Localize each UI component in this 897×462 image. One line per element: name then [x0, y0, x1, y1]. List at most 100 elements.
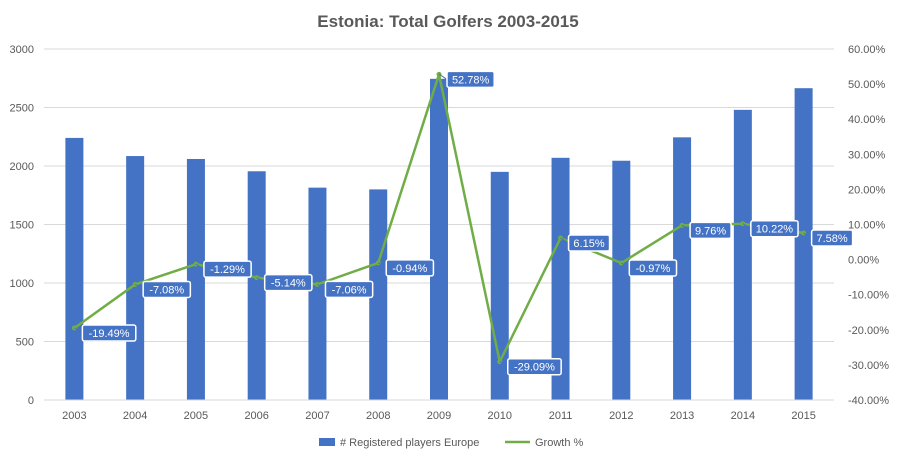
x-tick-label: 2004 [123, 410, 147, 422]
x-tick-label: 2007 [305, 410, 329, 422]
left-tick-label: 2500 [10, 103, 34, 115]
bar [65, 137, 84, 401]
label-box [567, 234, 611, 252]
label-text: 52.78% [452, 74, 490, 86]
x-tick-label: 2015 [791, 410, 815, 422]
label-leader [742, 223, 752, 230]
x-tick-label: 2003 [62, 410, 86, 422]
label-box [750, 219, 799, 238]
growth-data-labels: -19.49% -7.08% -1.29% -5.14% -7.06% -0.94% 52.… [74, 70, 854, 376]
label-text: 9.76% [695, 225, 726, 237]
right-tick-label: 20.00% [848, 184, 886, 196]
x-tick-label: 2011 [549, 410, 573, 422]
label-leader [256, 277, 265, 284]
right-tick-label: -40.00% [848, 395, 889, 407]
bar [308, 187, 327, 400]
growth-data-label: 52.78% [438, 70, 495, 89]
x-tick-label: 2008 [366, 410, 390, 422]
x-tick-label: 2006 [244, 410, 268, 422]
label-box [324, 280, 374, 299]
label-text: 10.22% [756, 224, 794, 236]
x-tick-label: 2009 [427, 410, 451, 422]
label-leader [134, 284, 144, 290]
bar [612, 160, 631, 400]
right-tick-label: 0.00% [848, 255, 879, 267]
right-tick-label: 60.00% [848, 44, 886, 56]
right-tick-label: -10.00% [848, 290, 889, 302]
bar [551, 157, 570, 400]
growth-data-label: -19.49% [74, 324, 137, 342]
bar [186, 158, 205, 400]
growth-data-label: 7.58% [803, 229, 854, 247]
right-tick-label: -20.00% [848, 325, 889, 337]
bar [794, 88, 813, 400]
label-leader [74, 327, 83, 334]
label-text: 7.58% [817, 233, 848, 245]
bar [733, 109, 752, 400]
x-tick-label: 2013 [670, 410, 694, 422]
label-box [446, 70, 495, 89]
label-leader [195, 263, 205, 270]
label-text: -19.49% [89, 328, 130, 340]
label-box [203, 260, 252, 278]
label-leader [377, 262, 387, 269]
right-tick-label: -30.00% [848, 360, 889, 372]
label-leader [499, 361, 509, 368]
label-text: -5.14% [271, 278, 306, 290]
growth-data-label: -0.94% [377, 259, 435, 277]
label-text: -0.97% [635, 263, 670, 275]
x-tick-label: 2014 [731, 410, 755, 422]
legend-bar-label: # Registered players Europe [340, 437, 479, 449]
right-tick-label: 10.00% [848, 220, 886, 232]
right-tick-label: 30.00% [848, 149, 886, 161]
label-box [689, 221, 732, 240]
left-tick-label: 1000 [10, 278, 34, 290]
label-box [142, 280, 192, 299]
legend-bar-swatch [319, 438, 335, 446]
legend-line-label: Growth % [535, 437, 584, 449]
label-leader [317, 283, 326, 290]
label-box [263, 273, 313, 292]
label-box [385, 259, 435, 277]
label-box [810, 229, 854, 247]
left-tick-label: 1500 [10, 220, 34, 232]
label-leader [803, 232, 812, 239]
x-tick-label: 2012 [609, 410, 633, 422]
label-leader [621, 262, 630, 269]
label-text: -0.94% [392, 263, 427, 275]
growth-data-label: -7.06% [317, 280, 374, 299]
label-text: -1.29% [210, 264, 245, 276]
label-leader [681, 224, 691, 231]
left-axis-ticks: 0 500 1000 1500 2000 2500 3000 [10, 44, 34, 407]
label-text: 6.15% [573, 238, 604, 250]
bar [430, 78, 448, 401]
right-tick-label: 40.00% [848, 114, 886, 126]
bar [126, 156, 145, 400]
growth-data-label: 9.76% [681, 221, 732, 240]
x-tick-label: 2010 [488, 410, 512, 422]
x-axis-ticks: 2003 2004 2005 2006 2007 2008 2009 2010 2011 2012… [62, 410, 816, 422]
legend: # Registered players Europe Growth % [319, 437, 584, 449]
growth-data-label: -5.14% [256, 273, 313, 292]
growth-data-label: 10.22% [742, 219, 799, 238]
label-leader [560, 237, 569, 244]
growth-data-label: -29.09% [499, 357, 562, 376]
label-text: -29.09% [514, 362, 555, 374]
label-box [628, 259, 678, 277]
label-box [81, 324, 137, 342]
x-tick-label: 2005 [184, 410, 208, 422]
label-box [507, 357, 562, 376]
right-axis-ticks: -40.00% -30.00% -20.00% -10.00% 0.00% 10.00% 2… [848, 44, 889, 407]
label-leader [438, 73, 448, 80]
left-tick-label: 0 [28, 395, 34, 407]
growth-data-label: -0.97% [621, 259, 678, 277]
left-tick-label: 3000 [10, 44, 34, 56]
bar-series [65, 78, 813, 401]
growth-data-label: 6.15% [560, 234, 611, 252]
chart-title: Estonia: Total Golfers 2003-2015 [317, 12, 578, 31]
label-text: -7.08% [149, 284, 184, 296]
bar [247, 171, 266, 400]
bar [673, 137, 692, 400]
growth-data-label: -7.08% [134, 280, 192, 299]
